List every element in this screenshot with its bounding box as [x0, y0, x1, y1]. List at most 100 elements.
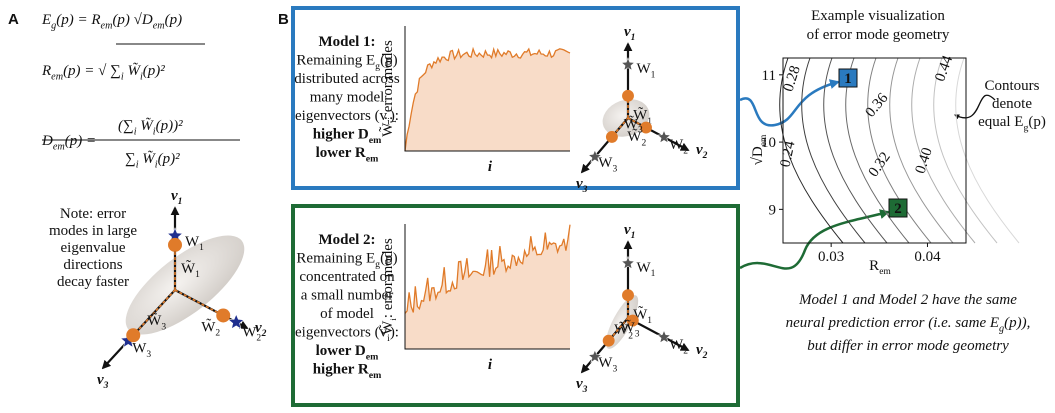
note: decay faster	[57, 274, 129, 290]
text-part: W	[669, 137, 684, 153]
text-part: W̃	[627, 128, 642, 145]
text-part: denote	[992, 96, 1032, 112]
equation: Dem(p) =	[41, 133, 96, 153]
model-text: Remaining Eg(p)	[296, 251, 397, 270]
subscript: i	[121, 72, 124, 83]
text-part: W̃	[124, 63, 142, 79]
text-part: R	[869, 258, 879, 274]
axis-label: v2	[696, 142, 708, 161]
text-part: many model	[310, 90, 385, 106]
y-axis-label: W̃i: error modes	[379, 40, 398, 137]
mini-axes	[404, 224, 570, 350]
text-part: W̃	[201, 319, 216, 336]
text-part: W	[669, 337, 684, 353]
model-text: Model 1:	[318, 34, 375, 50]
model-1-box	[291, 6, 740, 190]
subscript: em	[369, 370, 382, 381]
model-text: eigenvectors (vi):	[295, 325, 399, 344]
text-part: (p) √D	[112, 12, 152, 28]
mode-curve	[404, 46, 571, 152]
mode-dot	[126, 328, 141, 343]
model-text: of model	[320, 306, 374, 322]
model-2-box	[291, 204, 740, 407]
subscript: em	[369, 135, 382, 146]
text-part: W̃	[379, 320, 396, 335]
text-part: W	[132, 341, 147, 357]
annotation: equal Eg(p)	[978, 114, 1046, 133]
contour-line	[801, 57, 866, 244]
text-part: : error modes	[380, 238, 396, 318]
text-part: Model 1:	[318, 34, 375, 50]
link-arrow	[739, 209, 890, 270]
model-text: distributed across	[294, 71, 400, 87]
model-text: many model	[310, 90, 385, 106]
mode-label: W̃3	[621, 319, 640, 339]
model-marker	[888, 198, 908, 218]
star	[587, 349, 603, 364]
subscript: em	[53, 142, 65, 153]
mode-label: W1	[637, 260, 656, 279]
subscript: i	[388, 120, 398, 123]
text-part: eigenvectors (v	[295, 108, 388, 124]
annotation-arrow	[954, 94, 996, 120]
x-axis-label: i	[488, 159, 493, 175]
subscript: 2	[256, 334, 261, 344]
subscript: g	[375, 61, 380, 72]
mode-label: W3	[598, 355, 617, 374]
text-part: (p)	[1028, 114, 1046, 130]
mode-label: W2	[669, 137, 688, 156]
text-part: W̃	[624, 116, 639, 133]
mode-label: W3	[598, 155, 617, 174]
subscript: 3	[146, 350, 151, 360]
text-part: equal E	[978, 114, 1023, 130]
text-part: v	[696, 342, 703, 358]
contour-label: 0.32	[866, 149, 894, 180]
subscript: em	[51, 72, 63, 83]
subscript: em	[366, 351, 379, 362]
text-part: W	[598, 155, 613, 171]
subscript: em	[366, 153, 379, 164]
mode-area	[405, 48, 570, 152]
text-part: W̃	[181, 260, 196, 277]
mode-area	[405, 224, 570, 349]
subscript: 3	[612, 364, 617, 374]
text-part: Model 1 and Model 2 have the same	[798, 292, 1017, 308]
mode-label: W1	[637, 61, 656, 80]
subscript: 1	[631, 33, 636, 43]
model-text: eigenvectors (vi):	[295, 108, 399, 127]
y-axis-label: √Dem	[750, 134, 769, 165]
axis-label: v2	[255, 320, 267, 339]
subscript: i	[387, 333, 390, 344]
text-part: ∑	[125, 151, 136, 167]
model-text: a small number	[301, 288, 393, 304]
subscript: em	[153, 21, 165, 32]
text-part: concentrated on	[299, 269, 395, 285]
mode-label: W3	[132, 341, 151, 360]
subscript: 1	[631, 231, 636, 241]
subscript: 3	[582, 185, 588, 195]
text-part: W̃	[614, 321, 629, 338]
mode-dot	[216, 308, 231, 323]
subscript: g	[999, 324, 1004, 335]
subscript: 3	[612, 164, 617, 174]
text-part: higher D	[313, 127, 369, 143]
mode-dot	[605, 130, 618, 143]
model-text: higher Rem	[313, 362, 382, 381]
subscript: 2	[261, 329, 267, 339]
subscript: 1	[178, 197, 183, 207]
mode-dot	[602, 334, 615, 347]
text-part: Model 2:	[318, 232, 375, 248]
subscript: i	[155, 160, 158, 171]
text-part: W	[185, 234, 200, 250]
text-part: W	[637, 61, 652, 77]
text-part: (p) = R	[56, 12, 100, 28]
text-part: of model	[320, 306, 374, 322]
subscript: i	[140, 72, 143, 83]
text-part: v	[97, 372, 104, 388]
y-tick-label: 10	[761, 135, 776, 151]
subscript: 1	[199, 243, 204, 253]
subscript: em	[879, 267, 891, 277]
text-part: higher R	[313, 362, 369, 378]
x-axis-label: i	[488, 357, 493, 373]
